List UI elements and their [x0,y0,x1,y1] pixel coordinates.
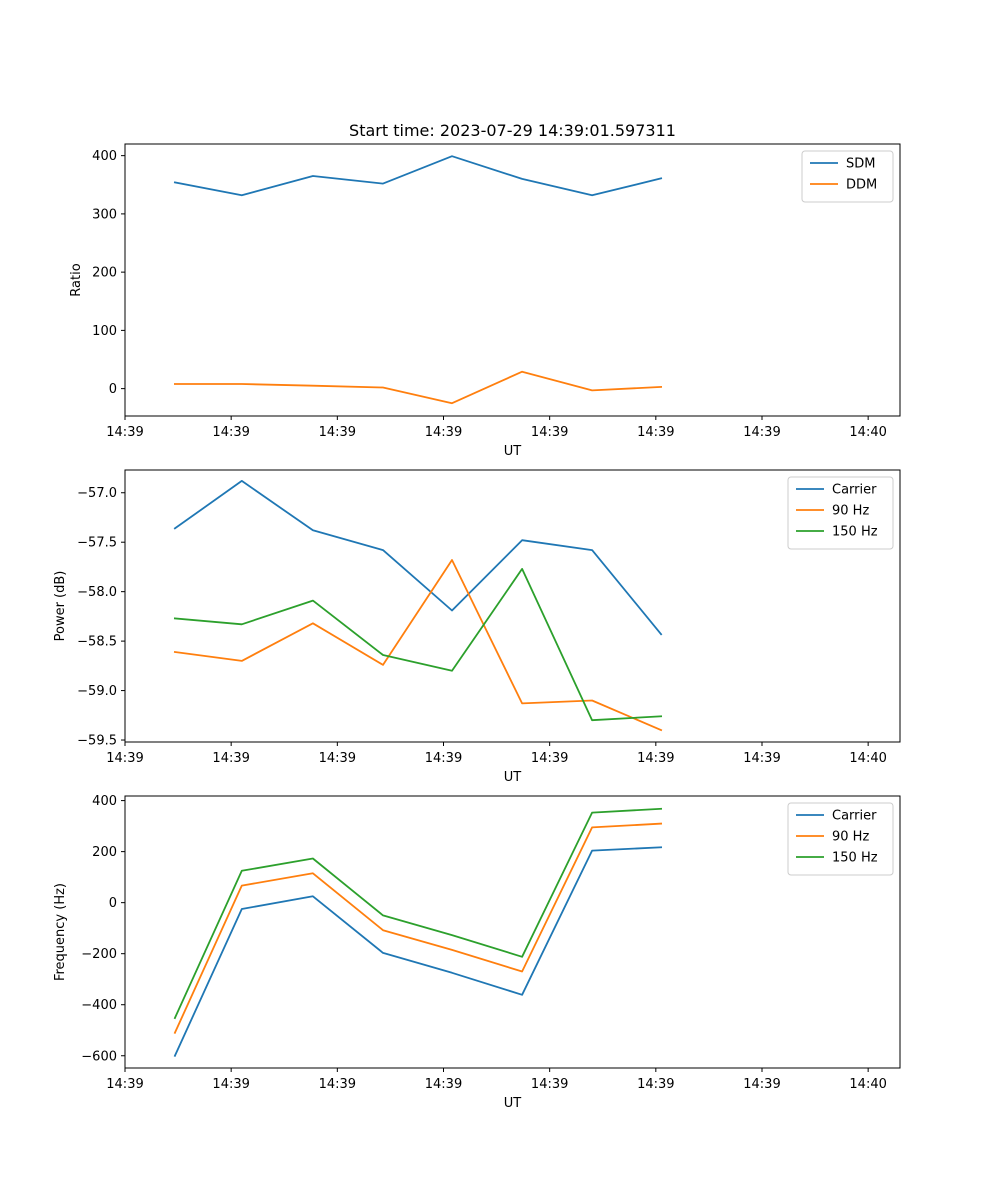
y-tick-label: 100 [92,324,117,339]
y-tick-label: 0 [109,382,117,397]
y-axis-label: Frequency (Hz) [53,883,68,981]
x-tick-label: 14:40 [849,1077,886,1092]
x-tick-label: 14:39 [212,751,249,766]
legend: SDM DDM [801,150,894,203]
series-line-150-hz [173,568,663,722]
x-tick-label: 14:39 [425,1077,462,1092]
y-tick-label: −400 [81,998,117,1013]
y-tick-label: −59.5 [77,734,117,749]
x-tick-label: 14:39 [425,751,462,766]
legend-label: Carrier [832,809,877,824]
x-tick-label: 14:39 [106,425,143,440]
y-tick-label: 400 [92,794,117,809]
y-tick-label: −59.0 [77,684,117,699]
y-tick-label: −200 [81,947,117,962]
legend: Carrier 90 Hz 150 Hz [787,802,894,876]
legend-label: 150 Hz [832,851,878,866]
x-tick-label: 14:39 [319,1077,356,1092]
series-line-carrier [173,846,663,1057]
x-tick-label: 14:39 [319,425,356,440]
y-tick-label: −57.0 [77,486,117,501]
x-tick-label: 14:39 [212,1077,249,1092]
legend-label: 90 Hz [832,504,869,519]
y-axis-label: Power (dB) [53,571,68,642]
axes-frame [124,469,901,743]
x-tick-label: 14:39 [637,1077,674,1092]
series-line-90-hz [173,559,663,732]
legend-label: 150 Hz [832,525,878,540]
series-line-carrier [173,479,663,636]
x-tick-label: 14:39 [637,425,674,440]
y-tick-label: −600 [81,1049,117,1064]
series-line-150-hz [173,807,663,1020]
legend-label: DDM [846,178,877,193]
legend-label: Carrier [832,483,877,498]
y-tick-label: 200 [92,845,117,860]
x-tick-label: 14:40 [849,751,886,766]
series-line-90-hz [173,822,663,1034]
y-tick-label: 200 [92,266,117,281]
x-tick-label: 14:39 [106,751,143,766]
x-axis-label: UT [504,770,522,785]
x-tick-label: 14:39 [319,751,356,766]
x-tick-label: 14:39 [743,1077,780,1092]
x-tick-label: 14:39 [637,751,674,766]
y-tick-label: −57.5 [77,536,117,551]
x-tick-label: 14:39 [743,425,780,440]
chart-power: 14:39 14:39 14:39 14:39 14:39 14:39 14:39 14:40… [53,469,901,785]
legend: Carrier 90 Hz 150 Hz [787,476,894,550]
y-tick-label: 300 [92,207,117,222]
x-tick-label: 14:39 [531,1077,568,1092]
legend-label: SDM [846,157,875,172]
axes-frame [124,143,901,417]
axes-frame [124,795,901,1069]
x-tick-label: 14:39 [531,751,568,766]
legend-label: 90 Hz [832,830,869,845]
y-tick-label: 400 [92,149,117,164]
x-tick-label: 14:39 [531,425,568,440]
chart-title: Start time: 2023-07-29 14:39:01.597311 [349,121,676,140]
x-tick-label: 14:40 [849,425,886,440]
x-tick-label: 14:39 [425,425,462,440]
x-tick-label: 14:39 [212,425,249,440]
y-tick-label: −58.0 [77,585,117,600]
x-axis-label: UT [504,1096,522,1111]
x-tick-label: 14:39 [743,751,780,766]
series-line-ddm [173,370,663,405]
y-tick-label: 0 [109,896,117,911]
chart-ratio: 14:39 14:39 14:39 14:39 14:39 14:39 14:39 14:40… [69,121,901,459]
x-axis-label: UT [504,444,522,459]
x-tick-label: 14:39 [106,1077,143,1092]
y-tick-label: −58.5 [77,635,117,650]
y-axis-label: Ratio [69,263,84,296]
series-line-sdm [173,155,663,197]
chart-frequency: 14:39 14:39 14:39 14:39 14:39 14:39 14:39 14:40… [53,794,901,1111]
